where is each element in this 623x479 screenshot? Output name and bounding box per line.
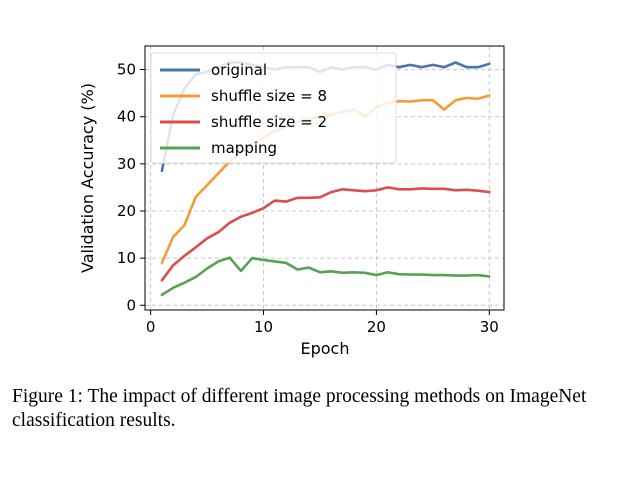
y-tick-label: 10: [117, 249, 136, 267]
plot-frame: [144, 45, 505, 311]
x-tick-label: 10: [254, 318, 273, 336]
line-chart: original shuffle size = 8 shuffle size =…: [78, 45, 505, 358]
axis-ticks: 0 10 20 30 0 10 20 30 40 50: [117, 61, 499, 336]
x-tick-label: 30: [480, 318, 499, 336]
legend-box: [150, 52, 397, 164]
legend: original shuffle size = 8 shuffle size =…: [150, 52, 397, 164]
series-line-4: [160, 256, 491, 297]
legend-label-shuffle-8: shuffle size = 8: [211, 87, 327, 105]
x-tick-label: 0: [146, 318, 156, 336]
legend-label-mapping: mapping: [211, 139, 277, 157]
series-line-3: [160, 186, 491, 282]
y-tick-label: 40: [117, 108, 136, 126]
y-tick-label: 20: [117, 202, 136, 220]
y-axis-label: Validation Accuracy (%): [78, 83, 97, 273]
y-tick-label: 0: [126, 296, 136, 314]
legend-label-shuffle-2: shuffle size = 2: [211, 113, 327, 131]
x-axis-label: Epoch: [301, 339, 350, 358]
x-tick-label: 20: [367, 318, 386, 336]
legend-label-original: original: [211, 61, 267, 79]
y-tick-label: 30: [117, 155, 136, 173]
y-tick-label: 50: [117, 61, 136, 79]
figure-caption: Figure 1: The impact of different image …: [12, 386, 587, 431]
